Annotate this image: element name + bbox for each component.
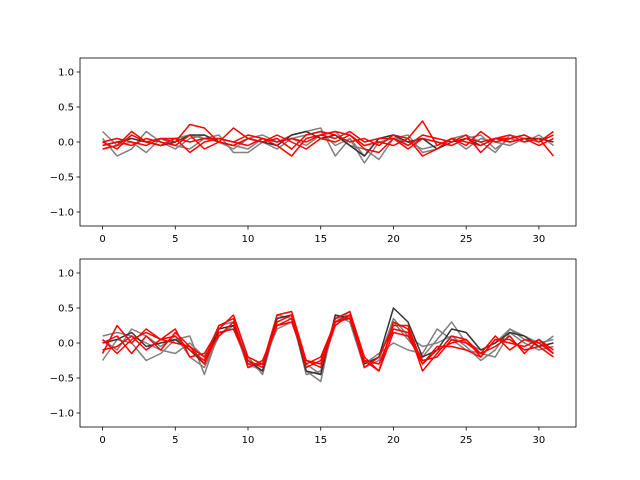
- bottom-subplot: 0 5 10 15 20 25 30 −1.0 −0.5 0.0 0.5 1.0: [50, 258, 577, 446]
- series-line-6: [102, 130, 555, 157]
- series-line-7: [102, 134, 554, 157]
- x-tick-label: 15: [314, 435, 327, 446]
- x-tick-label: 30: [533, 435, 546, 446]
- y-tick-label: −1.0: [50, 409, 74, 420]
- x-tick-label: 15: [314, 234, 327, 245]
- y-tick-label: 1.0: [58, 269, 74, 280]
- y-tick-label: −1.0: [50, 208, 74, 219]
- y-tick-label: 1.0: [58, 68, 74, 79]
- x-tick-label: 5: [172, 435, 178, 446]
- y-tick-label: −0.5: [50, 173, 74, 184]
- x-tick-label: 25: [460, 234, 473, 245]
- y-tick-label: −0.5: [50, 374, 74, 385]
- x-tick-label: 10: [242, 234, 255, 245]
- top-subplot: 0 5 10 15 20 25 30 −1.0 −0.5 0.0 0.5 1.0: [50, 57, 577, 245]
- series-group: [101, 120, 555, 164]
- x-tick-label: 30: [533, 234, 546, 245]
- y-tick-label: 0.0: [58, 138, 74, 149]
- y-tick-label: 0.5: [58, 103, 74, 114]
- x-tick-label: 5: [172, 234, 178, 245]
- x-tick-label: 20: [387, 435, 400, 446]
- series-line-8: [102, 130, 554, 154]
- x-tick-label: 0: [99, 435, 105, 446]
- x-tick-label: 10: [242, 435, 255, 446]
- y-tick-label: 0.0: [58, 339, 74, 350]
- x-tick-label: 0: [99, 234, 105, 245]
- series-line-7: [102, 314, 554, 369]
- x-tick-label: 25: [460, 435, 473, 446]
- x-tick-label: 20: [387, 234, 400, 245]
- y-tick-label: 0.5: [58, 304, 74, 315]
- series-group: [101, 307, 554, 383]
- series-line-8: [102, 314, 554, 372]
